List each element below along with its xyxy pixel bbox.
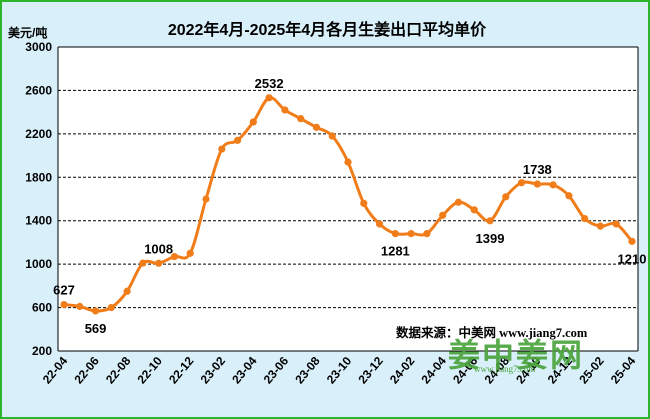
y-tick-label: 1400: [25, 214, 52, 228]
data-point: [297, 115, 305, 123]
x-tick-label: 23-04: [229, 354, 260, 387]
x-tick-label: 23-10: [324, 354, 355, 387]
data-label: 1281: [381, 244, 410, 259]
data-point: [486, 217, 494, 225]
data-point: [76, 302, 84, 311]
data-point: [155, 259, 163, 267]
data-point: [360, 199, 368, 207]
data-point: [581, 214, 589, 223]
y-axis-unit-label: 美元/吨: [8, 26, 48, 40]
data-point: [281, 106, 289, 114]
data-label: 1008: [144, 241, 173, 256]
x-tick-label: 22-08: [103, 354, 134, 387]
data-point: [628, 237, 636, 245]
data-point: [249, 118, 257, 126]
x-tick-label: 24-02: [387, 354, 418, 387]
x-tick-label: 22-04: [40, 354, 71, 387]
x-tick-label: 23-06: [261, 354, 292, 387]
watermark-logo: 姜中姜网: [448, 336, 585, 374]
data-point: [170, 252, 179, 261]
data-point: [123, 287, 131, 295]
x-tick-label: 23-08: [292, 354, 323, 387]
data-point: [391, 230, 399, 238]
data-source-note: 数据来源：中美网 www.jiang7.com: [396, 326, 588, 340]
data-point: [470, 206, 478, 214]
data-point: [344, 158, 352, 166]
data-point: [265, 94, 273, 102]
data-point: [186, 249, 194, 257]
x-tick-label: 23-02: [198, 354, 229, 387]
data-point: [549, 181, 557, 189]
data-point: [139, 259, 147, 267]
data-point: [107, 303, 115, 312]
y-tick-label: 1800: [25, 170, 52, 184]
x-tick-label: 25-04: [608, 354, 639, 387]
x-tick-label: 23-12: [355, 354, 386, 387]
data-point: [312, 123, 321, 131]
data-point: [407, 230, 415, 238]
data-point: [202, 195, 210, 203]
data-point: [233, 136, 242, 144]
y-tick-label: 3000: [25, 40, 52, 54]
data-point: [439, 211, 447, 219]
data-point: [502, 193, 510, 201]
data-point: [60, 301, 68, 309]
data-point: [454, 198, 463, 206]
data-label: 2532: [255, 76, 284, 91]
data-label: 1210: [618, 251, 647, 266]
data-point: [423, 230, 431, 238]
data-label: 627: [53, 283, 75, 298]
chart-title: 2022年4月-2025年4月各月生姜出口平均单价: [167, 22, 487, 39]
data-point: [517, 179, 526, 187]
data-point: [218, 145, 226, 153]
data-point: [533, 180, 541, 188]
x-tick-label: 24-04: [419, 354, 450, 387]
watermark-subtext: www.jiang7.com: [474, 364, 536, 374]
data-label: 569: [85, 321, 107, 336]
x-tick-label: 22-12: [166, 354, 197, 387]
data-point: [565, 192, 573, 200]
y-tick-label: 2600: [25, 83, 52, 97]
data-point: [375, 220, 384, 228]
x-tick-label: 22-10: [135, 354, 166, 387]
y-tick-label: 2200: [25, 127, 52, 141]
y-tick-label: 600: [32, 301, 52, 315]
data-point: [612, 220, 620, 228]
data-label: 1738: [523, 162, 552, 177]
plot-area: [58, 47, 638, 351]
y-tick-label: 200: [32, 344, 52, 358]
x-tick-label: 22-06: [71, 354, 102, 387]
y-tick-label: 1000: [25, 257, 52, 271]
data-point: [596, 222, 605, 230]
data-label: 1399: [476, 231, 505, 246]
data-point: [328, 132, 336, 140]
data-point: [91, 307, 100, 315]
